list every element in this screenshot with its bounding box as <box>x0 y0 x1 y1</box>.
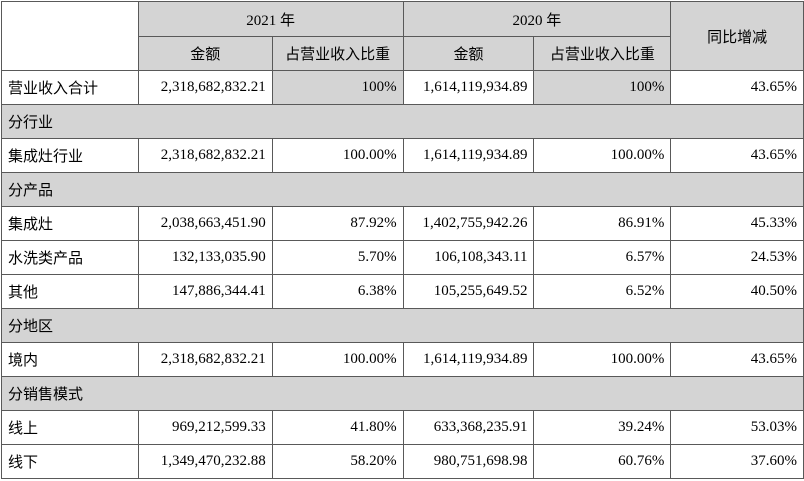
yoy-cell: 45.33% <box>670 206 804 241</box>
section-label: 分行业 <box>1 104 804 139</box>
table-row-online: 线上 969,212,599.33 41.80% 633,368,235.91 … <box>1 410 804 445</box>
amount-2020-cell: 1,402,755,942.26 <box>402 206 535 241</box>
section-label: 分地区 <box>1 308 804 343</box>
yoy-cell: 24.53% <box>670 240 804 275</box>
amount-2020-cell: 633,368,235.91 <box>402 410 535 445</box>
yoy-cell: 43.65% <box>670 70 804 105</box>
pct-2021-cell: 100% <box>271 70 404 105</box>
section-row-by-industry: 分行业 <box>1 104 804 139</box>
pct-2021-cell: 100.00% <box>271 138 404 173</box>
pct-2021-cell: 41.80% <box>271 410 404 445</box>
table-row-domestic: 境内 2,318,682,832.21 100.00% 1,614,119,93… <box>1 342 804 377</box>
row-label: 线上 <box>1 410 139 445</box>
row-label: 水洗类产品 <box>1 240 139 275</box>
pct-2020-cell: 100% <box>533 70 672 105</box>
amount-2020-cell: 1,614,119,934.89 <box>402 70 535 105</box>
section-row-by-sales-model: 分销售模式 <box>1 376 804 411</box>
table-row-integrated-stove: 集成灶 2,038,663,451.90 87.92% 1,402,755,94… <box>1 206 804 241</box>
table-row-other: 其他 147,886,344.41 6.38% 105,255,649.52 6… <box>1 274 804 309</box>
table-row-offline: 线下 1,349,470,232.88 58.20% 980,751,698.9… <box>1 444 804 479</box>
yoy-cell: 43.65% <box>670 342 804 377</box>
pct-2021-cell: 5.70% <box>271 240 404 275</box>
section-row-by-region: 分地区 <box>1 308 804 343</box>
year-2020-header: 2020 年 <box>402 1 672 37</box>
row-label: 境内 <box>1 342 139 377</box>
row-label: 营业收入合计 <box>1 70 139 105</box>
amount-2021-cell: 2,318,682,832.21 <box>137 138 273 173</box>
yoy-cell: 43.65% <box>670 138 804 173</box>
pct-2020-cell: 100.00% <box>533 138 672 173</box>
table-row-total-revenue: 营业收入合计 2,318,682,832.21 100% 1,614,119,9… <box>1 70 804 105</box>
pct-2021-cell: 100.00% <box>271 342 404 377</box>
section-label: 分产品 <box>1 172 804 207</box>
pct-2020-cell: 6.52% <box>533 274 672 309</box>
yoy-cell: 53.03% <box>670 410 804 445</box>
row-label: 其他 <box>1 274 139 309</box>
amount-2020-cell: 1,614,119,934.89 <box>402 342 535 377</box>
amount-2021-cell: 2,318,682,832.21 <box>137 342 273 377</box>
row-label: 线下 <box>1 444 139 479</box>
yoy-cell: 40.50% <box>670 274 804 309</box>
header-row-metrics: 金额 占营业收入比重 金额 占营业收入比重 <box>2 36 804 71</box>
year-2021-header: 2021 年 <box>137 1 404 37</box>
amount-2020-cell: 1,614,119,934.89 <box>402 138 535 173</box>
pct-2020-cell: 86.91% <box>533 206 672 241</box>
pct-2020-cell: 100.00% <box>533 342 672 377</box>
amount-2020-header: 金额 <box>402 36 535 71</box>
amount-2021-cell: 2,038,663,451.90 <box>137 206 273 241</box>
amount-2020-cell: 106,108,343.11 <box>402 240 535 275</box>
amount-2021-cell: 1,349,470,232.88 <box>137 444 273 479</box>
amount-2021-cell: 2,318,682,832.21 <box>137 70 273 105</box>
pct-2020-cell: 39.24% <box>533 410 672 445</box>
amount-2021-header: 金额 <box>137 36 273 71</box>
pct-2021-cell: 87.92% <box>271 206 404 241</box>
table-row-integrated-stove-industry: 集成灶行业 2,318,682,832.21 100.00% 1,614,119… <box>1 138 804 173</box>
pct-2021-cell: 6.38% <box>271 274 404 309</box>
row-label: 集成灶行业 <box>1 138 139 173</box>
share-2021-header: 占营业收入比重 <box>271 36 404 71</box>
amount-2020-cell: 980,751,698.98 <box>402 444 535 479</box>
section-row-by-product: 分产品 <box>1 172 804 207</box>
section-label: 分销售模式 <box>1 376 804 411</box>
amount-2021-cell: 969,212,599.33 <box>137 410 273 445</box>
pct-2020-cell: 6.57% <box>533 240 672 275</box>
yoy-change-header: 同比增减 <box>670 1 804 71</box>
header-row-years: 2021 年 2020 年 同比增减 <box>1 1 804 71</box>
pct-2021-cell: 58.20% <box>271 444 404 479</box>
share-2020-header: 占营业收入比重 <box>533 36 672 71</box>
amount-2021-cell: 132,133,035.90 <box>137 240 273 275</box>
yoy-cell: 37.60% <box>670 444 804 479</box>
corner-cell <box>1 1 139 71</box>
amount-2021-cell: 147,886,344.41 <box>137 274 273 309</box>
amount-2020-cell: 105,255,649.52 <box>402 274 535 309</box>
table-row-washing-products: 水洗类产品 132,133,035.90 5.70% 106,108,343.1… <box>1 240 804 275</box>
pct-2020-cell: 60.76% <box>533 444 672 479</box>
row-label: 集成灶 <box>1 206 139 241</box>
